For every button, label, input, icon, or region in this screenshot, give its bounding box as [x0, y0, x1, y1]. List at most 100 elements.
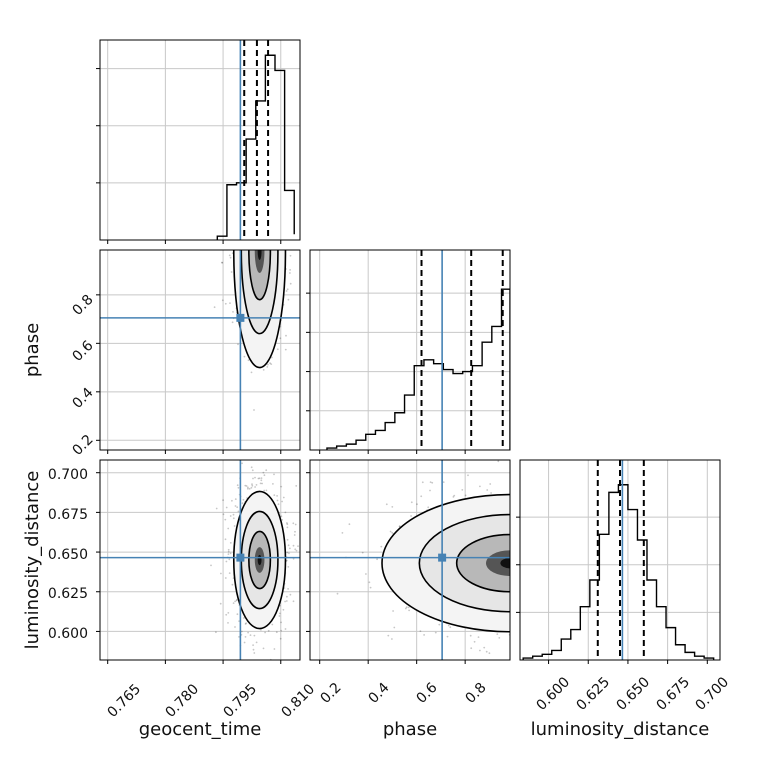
- sample-point-20: [236, 598, 238, 601]
- tick-label-phase-y-2: 0.6: [70, 338, 97, 365]
- sample-point-21: [580, 568, 582, 570]
- sample-point-10: [271, 228, 273, 230]
- sample-point-10: [273, 234, 275, 236]
- sample-point-10: [255, 178, 257, 180]
- sample-point-10: [253, 196, 255, 198]
- sample-point-21: [486, 489, 489, 491]
- sample-point-21: [520, 490, 522, 492]
- sample-point-10: [271, 219, 273, 221]
- sample-point-21: [429, 489, 431, 492]
- sample-point-21: [571, 582, 573, 584]
- x-axis-label-luminosity-distance: luminosity_distance: [531, 719, 710, 740]
- sample-point-21: [553, 521, 555, 523]
- sample-point-21: [590, 531, 592, 533]
- sample-point-21: [512, 552, 514, 554]
- sample-point-21: [511, 552, 513, 554]
- sample-point-10: [275, 236, 277, 238]
- tick-label-luminosity-distance-x-2: 0.650: [614, 674, 654, 714]
- sample-point-10: [247, 214, 249, 216]
- sample-point-10: [287, 298, 290, 301]
- sample-point-21: [516, 604, 518, 606]
- sample-point-10: [274, 208, 276, 210]
- sample-point-21: [532, 613, 534, 615]
- sample-point-21: [555, 594, 557, 596]
- sample-point-10: [249, 202, 251, 204]
- sample-point-10: [273, 237, 275, 239]
- sample-point-20: [294, 523, 297, 526]
- tick-label-phase-x-0: 0.2: [318, 680, 345, 707]
- sample-point-10: [270, 233, 272, 235]
- sample-point-20: [275, 631, 278, 634]
- truth-marker-10: [236, 313, 245, 322]
- sample-point-21: [514, 533, 516, 535]
- sample-point-21: [522, 552, 524, 554]
- sample-point-21: [585, 554, 587, 556]
- sample-point-10: [259, 236, 261, 238]
- sample-point-21: [529, 541, 531, 543]
- sample-point-21: [522, 551, 524, 553]
- sample-point-21: [535, 555, 537, 557]
- sample-point-10: [295, 237, 297, 239]
- sample-point-10: [270, 217, 272, 219]
- sample-point-21: [535, 584, 537, 586]
- sample-point-10: [247, 242, 249, 244]
- sample-point-21: [522, 566, 524, 568]
- sample-point-20: [260, 477, 263, 479]
- sample-point-10: [258, 190, 260, 192]
- sample-point-21: [592, 605, 594, 607]
- sample-point-20: [254, 486, 256, 488]
- sample-point-21: [485, 650, 488, 653]
- sample-point-10: [244, 242, 246, 244]
- density-contour-10-3: [254, 250, 265, 274]
- sample-point-21: [562, 588, 564, 590]
- sample-point-21: [513, 561, 515, 563]
- sample-point-21: [565, 595, 567, 597]
- tick-label-luminosity-distance-y-4: 0.700: [48, 467, 88, 483]
- sample-point-20: [280, 629, 283, 632]
- sample-point-10: [258, 183, 260, 185]
- sample-point-21: [573, 552, 575, 554]
- sample-point-10: [264, 196, 266, 198]
- sample-point-21: [572, 565, 574, 567]
- sample-point-21: [534, 540, 536, 542]
- sample-point-21: [576, 581, 578, 583]
- sample-point-21: [552, 550, 554, 552]
- sample-point-10: [276, 203, 278, 205]
- sample-point-10: [262, 247, 264, 249]
- sample-point-10: [279, 337, 282, 340]
- sample-point-10: [263, 217, 265, 219]
- sample-point-21: [533, 604, 535, 606]
- sample-point-10: [273, 237, 275, 239]
- sample-point-21: [564, 573, 566, 575]
- sample-point-10: [278, 234, 280, 236]
- histogram-22: [522, 460, 715, 660]
- sample-point-21: [513, 561, 515, 563]
- sample-point-10: [283, 206, 285, 208]
- sample-point-21: [569, 510, 571, 512]
- sample-point-10: [283, 234, 285, 236]
- sample-point-10: [251, 245, 253, 247]
- sample-point-20: [280, 485, 283, 488]
- sample-point-21: [586, 528, 588, 530]
- sample-point-10: [273, 195, 275, 197]
- sample-point-21: [420, 495, 423, 498]
- sample-point-10: [270, 162, 272, 164]
- sample-point-10: [254, 205, 256, 207]
- scatter-21: [310, 460, 649, 660]
- sample-point-10: [252, 211, 254, 213]
- sample-point-10: [245, 208, 247, 210]
- sample-point-21: [647, 634, 649, 636]
- sample-point-10: [255, 248, 257, 250]
- sample-point-20: [244, 484, 247, 487]
- sample-point-21: [559, 508, 561, 510]
- sample-point-21: [524, 540, 526, 542]
- sample-point-21: [617, 571, 619, 573]
- density-contour-21-4: [500, 558, 510, 569]
- sample-point-10: [248, 232, 250, 234]
- sample-point-10: [278, 176, 280, 178]
- sample-point-21: [570, 570, 572, 572]
- sample-point-10: [263, 222, 265, 224]
- sample-point-10: [272, 214, 274, 216]
- sample-point-21: [524, 568, 526, 570]
